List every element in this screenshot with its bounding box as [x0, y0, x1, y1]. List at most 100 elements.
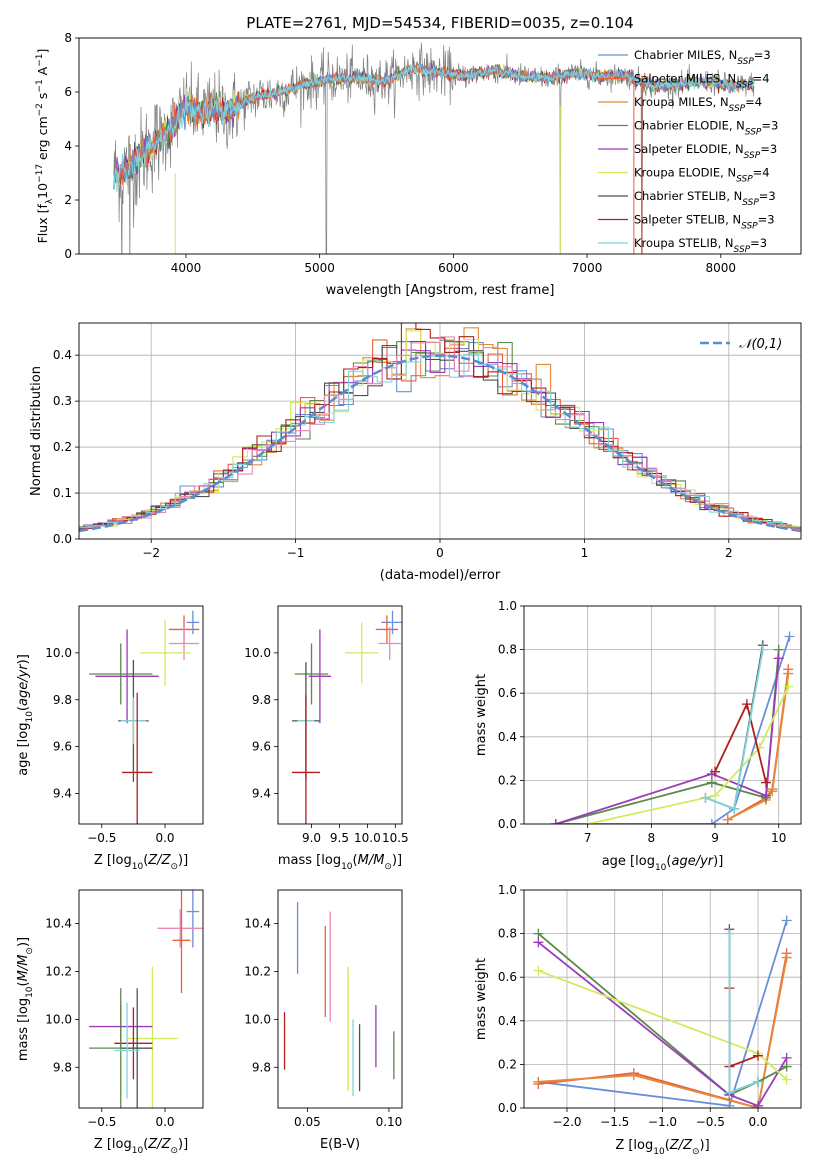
label-part: ⊙: [170, 1146, 178, 1156]
y-tick-label: 10.0: [244, 1012, 271, 1026]
x-axis-label: Z [log10(Z/Z⊙)]: [615, 1138, 709, 1157]
series-marker: [783, 681, 794, 692]
label-part: )]: [178, 853, 188, 868]
series-marker: [781, 1061, 792, 1072]
label-part: ⊙: [25, 947, 35, 955]
label-part: mass [log: [278, 853, 341, 868]
label-part: 10: [653, 1147, 665, 1157]
y-tick-label: 0.2: [498, 773, 517, 787]
label-part: Z [log: [615, 1138, 653, 1153]
label-part: SSP: [745, 128, 762, 138]
series-marker: [753, 1050, 764, 1061]
legend-label: 𝒩(0,1): [739, 337, 782, 352]
y-axis-label: mass weight: [474, 674, 489, 756]
y-tick-label: 9.6: [252, 740, 271, 754]
series-line-chabrier-elodie: [537, 932, 788, 1096]
series-line-kroupa-miles: [538, 957, 788, 1108]
y-tick-label: 9.8: [252, 1060, 271, 1074]
x-tick-label: 9.5: [330, 831, 349, 845]
x-axis-label: mass [log10(M/M⊙)]: [278, 853, 402, 872]
label-part: =3: [759, 189, 776, 203]
x-tick-label: 0.0: [155, 1115, 174, 1129]
series-marker: [533, 928, 544, 939]
x-tick-label: −2: [142, 546, 160, 560]
label-part: =3: [760, 142, 777, 156]
y-tick-label: 0.4: [53, 348, 72, 362]
series-marker: [724, 928, 735, 939]
legend-label: Kroupa ELODIE, NSSP=4: [634, 166, 770, 185]
axes-frame: [523, 605, 802, 825]
label-part: Chabrier STELIB, N: [634, 189, 742, 203]
y-tick-label: 0.2: [498, 1057, 517, 1071]
label-part: =4: [753, 72, 770, 86]
x-tick-label: 10.5: [382, 831, 409, 845]
y-tick-label: 2: [64, 193, 72, 207]
label-part: )]: [392, 853, 402, 868]
x-tick-label: 0.0: [155, 831, 174, 845]
label-part: Z/Z: [669, 1138, 693, 1153]
y-axis-label: Normed distribution: [29, 366, 44, 496]
y-tick-label: 0.6: [498, 970, 517, 984]
y-tick-label: 0.2: [53, 440, 72, 454]
label-part: (: [143, 853, 148, 868]
x-axis-label: E(B-V): [320, 1137, 360, 1152]
series-marker: [710, 790, 721, 801]
x-tick-label: −1.0: [648, 1115, 677, 1129]
label-part: (: [16, 981, 31, 986]
x-tick-label: 10.0: [354, 831, 381, 845]
x-tick-label: −2.0: [552, 1115, 581, 1129]
series-line-chabrier-stelib: [728, 929, 759, 1095]
y-tick-label: 0.4: [498, 730, 517, 744]
label-part: )]: [16, 937, 31, 947]
x-axis-label: age [log10(age/yr)]: [602, 854, 724, 873]
x-tick-label: 5000: [304, 261, 335, 275]
x-tick-label: 7000: [572, 261, 603, 275]
series-marker: [754, 742, 765, 753]
x-axis-label: (data-model)/error: [380, 568, 501, 583]
label-part: age [log: [16, 723, 31, 776]
label-part: Flux [f: [35, 204, 50, 244]
label-part: 10: [35, 183, 50, 199]
label-part: SSP: [734, 245, 751, 255]
series-marker: [724, 1100, 735, 1108]
label-part: Z [log: [94, 853, 132, 868]
label-part: Salpeter MILES, N: [634, 72, 736, 86]
y-tick-label: 8: [64, 31, 72, 45]
label-part: A: [35, 66, 50, 79]
series-marker: [773, 644, 784, 655]
series-marker: [753, 1076, 764, 1087]
y-tick-label: 10.2: [45, 964, 72, 978]
y-tick-label: 10.4: [45, 917, 72, 931]
x-tick-label: −1.5: [600, 1115, 629, 1129]
y-tick-label: 0.0: [53, 532, 72, 546]
series-marker: [783, 668, 794, 679]
series-marker: [533, 937, 544, 948]
y-axis-label: Flux [fλ10−17 erg cm−2 s−1 A−1]: [35, 49, 55, 244]
x-tick-label: 0.0: [748, 1115, 767, 1129]
errorbar-plot-area: [89, 890, 203, 1108]
label-part: Chabrier ELODIE, N: [634, 119, 745, 133]
label-part: 10: [25, 986, 35, 998]
label-part: (: [353, 853, 358, 868]
y-tick-label: 1.0: [498, 883, 517, 897]
y-tick-label: 0.6: [498, 686, 517, 700]
label-part: 10: [132, 1146, 144, 1156]
y-axis-label: mass [log10(M/M⊙)]: [16, 937, 35, 1061]
y-tick-label: 9.8: [252, 693, 271, 707]
x-tick-label: 8: [648, 831, 656, 845]
label-part: )]: [713, 854, 723, 869]
y-tick-label: 9.4: [53, 787, 72, 801]
label-part: ⊙: [170, 862, 178, 872]
label-part: Salpeter ELODIE, N: [634, 142, 744, 156]
label-part: age/yr: [16, 663, 31, 706]
label-part: SSP: [729, 104, 746, 114]
x-axis-label: Z [log10(Z/Z⊙)]: [94, 853, 188, 872]
label-part: Z/Z: [147, 853, 171, 868]
series-line-chabrier-stelib: [705, 645, 764, 810]
mass-vs-metallicity-panel: −0.5 0.09.810.010.210.4Z [log10(Z/Z⊙)]mas…: [16, 889, 204, 1156]
series-marker: [700, 792, 711, 803]
x-axis-label: Z [log10(Z/Z⊙)]: [94, 1137, 188, 1156]
series-marker: [729, 803, 740, 814]
x-tick-label: 2: [725, 546, 733, 560]
